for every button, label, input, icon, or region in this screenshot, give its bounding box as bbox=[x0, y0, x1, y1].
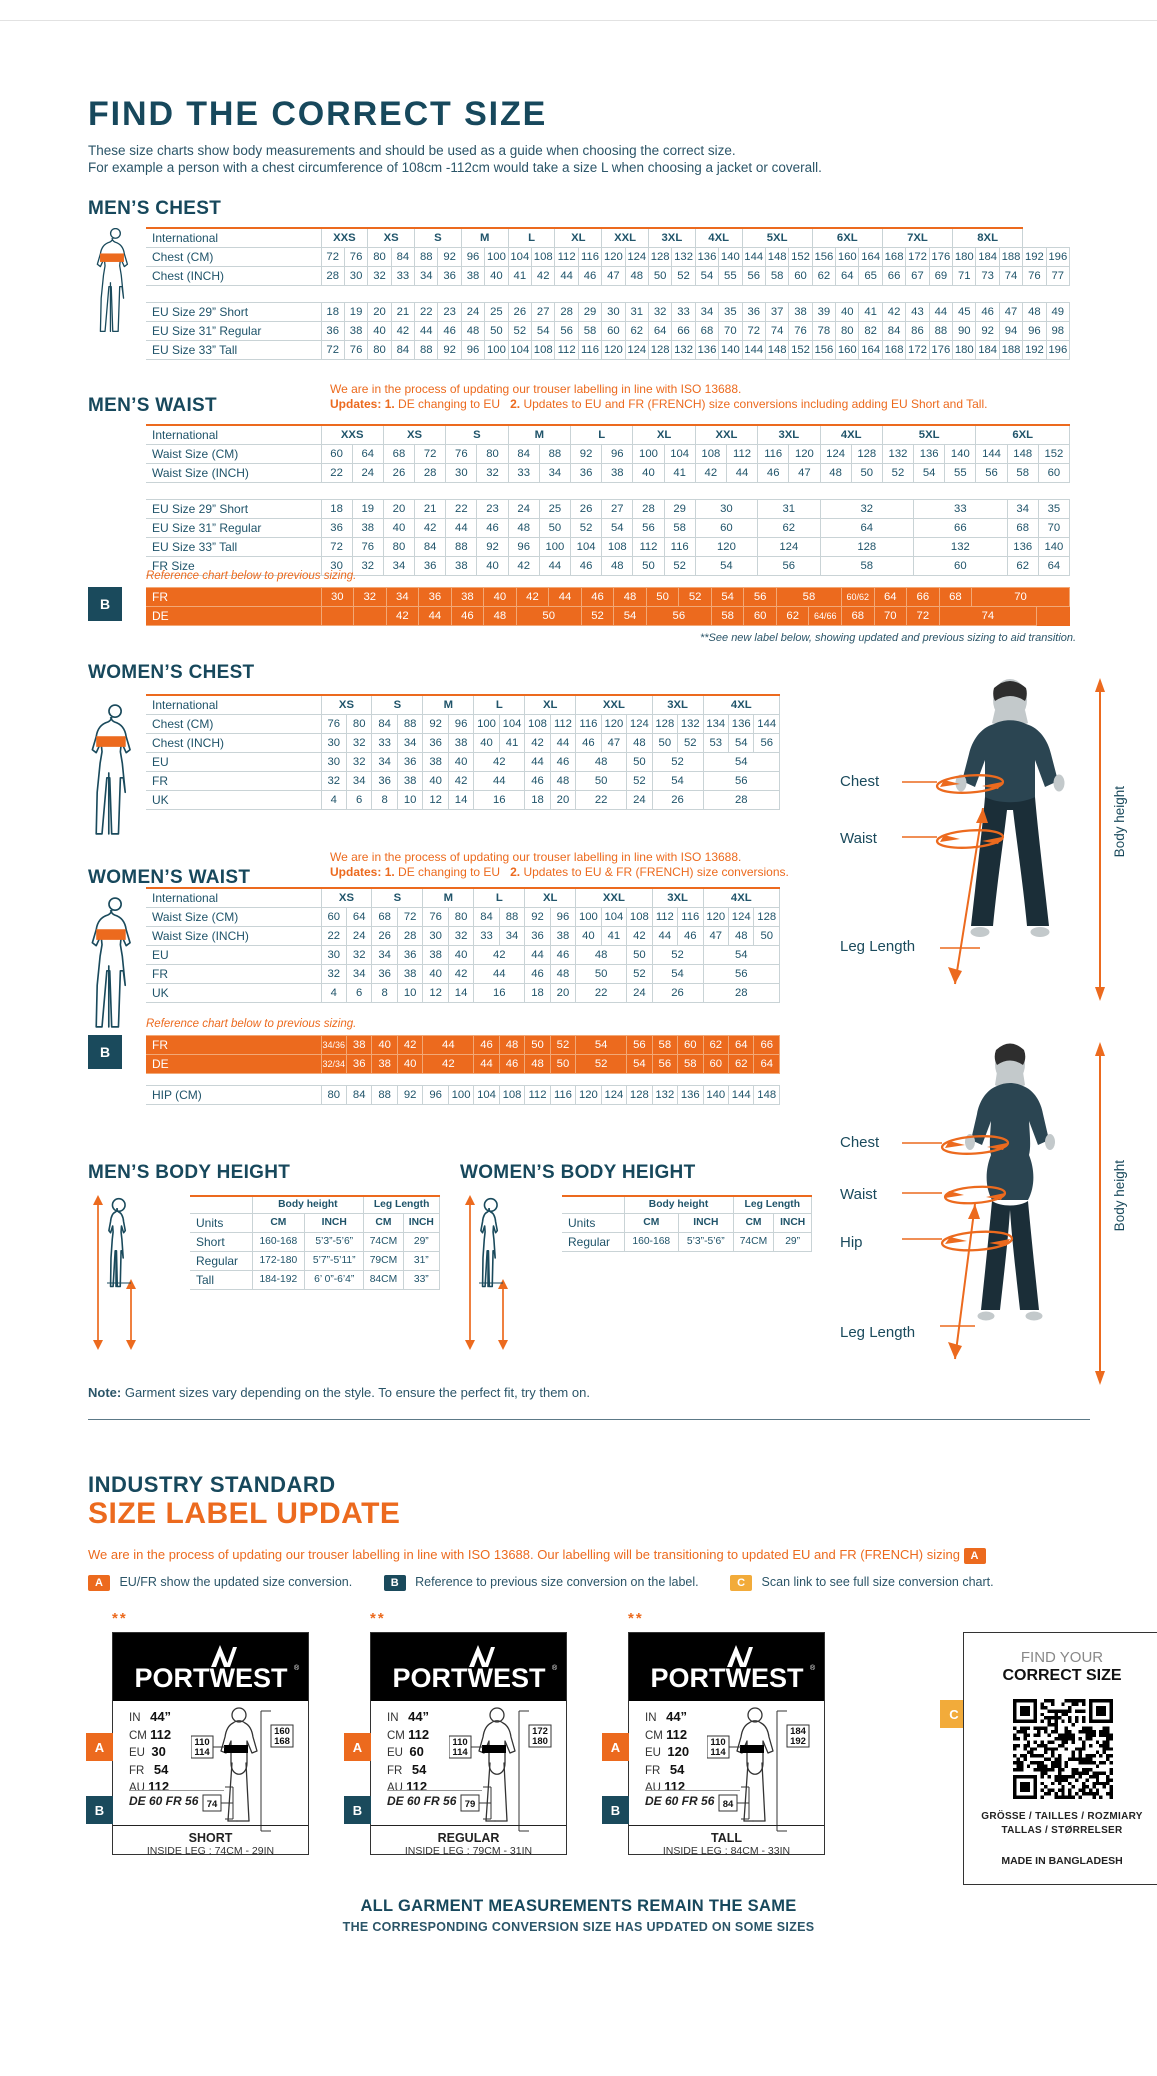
svg-text:PORTWEST: PORTWEST bbox=[651, 1663, 805, 1693]
svg-text:180: 180 bbox=[532, 1736, 548, 1747]
svg-text:84: 84 bbox=[723, 1799, 734, 1810]
svg-text:192: 192 bbox=[790, 1736, 806, 1747]
svg-text:PORTWEST: PORTWEST bbox=[393, 1663, 547, 1693]
svg-text:PORTWEST: PORTWEST bbox=[135, 1663, 289, 1693]
svg-text:114: 114 bbox=[194, 1747, 210, 1758]
svg-text:114: 114 bbox=[452, 1747, 468, 1758]
svg-text:74: 74 bbox=[207, 1799, 218, 1810]
svg-text:114: 114 bbox=[710, 1747, 726, 1758]
svg-text:79: 79 bbox=[465, 1799, 476, 1810]
svg-text:168: 168 bbox=[274, 1736, 290, 1747]
